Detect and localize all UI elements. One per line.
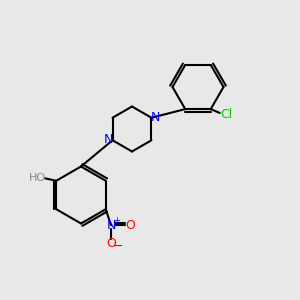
Text: +: + bbox=[113, 217, 120, 226]
Text: N: N bbox=[103, 133, 113, 146]
Text: N: N bbox=[106, 219, 116, 232]
Text: −: − bbox=[112, 240, 123, 253]
Text: N: N bbox=[151, 111, 160, 124]
Text: O: O bbox=[125, 219, 135, 232]
Text: HO: HO bbox=[29, 173, 46, 183]
Text: O: O bbox=[106, 237, 116, 250]
Text: Cl: Cl bbox=[220, 108, 232, 121]
